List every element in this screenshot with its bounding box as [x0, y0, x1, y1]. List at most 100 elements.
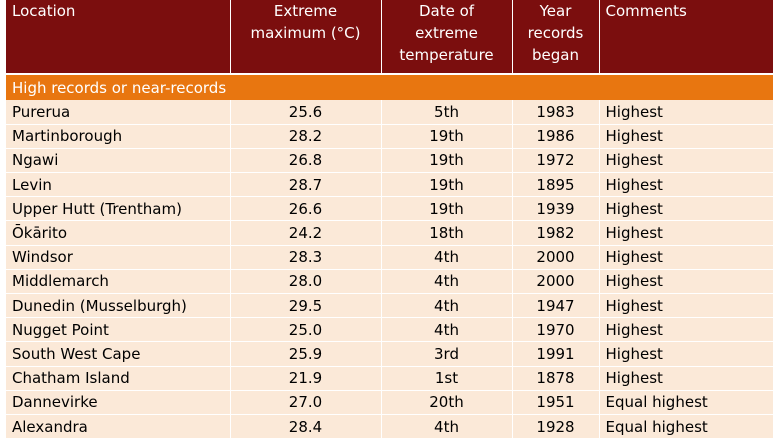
cell-year: 1878: [512, 366, 600, 391]
cell-location: Chatham Island: [6, 366, 231, 391]
header-year: Year records began: [512, 0, 600, 74]
cell-comment: Highest: [599, 148, 773, 174]
cell-year: 1982: [512, 220, 600, 246]
cell-year: 2000: [512, 245, 600, 270]
header-date-line: extreme: [415, 24, 478, 42]
cell-location: Alexandra: [6, 414, 231, 439]
cell-comment: Highest: [599, 220, 773, 246]
cell-year: 1895: [512, 172, 600, 198]
cell-date: 19th: [381, 124, 513, 149]
header-year-line: Year: [539, 2, 572, 20]
cell-date: 18th: [381, 220, 513, 246]
table-row: Nugget Point 25.0 4th 1970 Highest: [6, 317, 773, 343]
header-date-line: temperature: [399, 46, 494, 64]
cell-extreme-max: 27.0: [230, 390, 382, 415]
cell-extreme-max: 21.9: [230, 366, 382, 391]
cell-extreme-max: 24.2: [230, 220, 382, 246]
table-row: Martinborough 28.2 19th 1986 Highest: [6, 124, 773, 149]
cell-location: Nugget Point: [6, 317, 231, 343]
cell-date: 4th: [381, 293, 513, 319]
cell-comment: Highest: [599, 366, 773, 391]
cell-year: 1972: [512, 148, 600, 174]
cell-extreme-max: 25.6: [230, 100, 382, 125]
header-location: Location: [6, 0, 231, 74]
table-row: South West Cape 25.9 3rd 1991 Highest: [6, 341, 773, 367]
header-year-line: began: [532, 46, 579, 64]
cell-extreme-max: 28.2: [230, 124, 382, 149]
cell-comment: Highest: [599, 317, 773, 343]
cell-year: 1947: [512, 293, 600, 319]
cell-extreme-max: 29.5: [230, 293, 382, 319]
cell-date: 3rd: [381, 341, 513, 367]
cell-year: 1986: [512, 124, 600, 149]
cell-extreme-max: 25.0: [230, 317, 382, 343]
cell-year: 1991: [512, 341, 600, 367]
table-row: Purerua 25.6 5th 1983 Highest: [6, 100, 773, 125]
cell-date: 19th: [381, 148, 513, 174]
cell-location: Ngawi: [6, 148, 231, 174]
cell-year: 1939: [512, 196, 600, 222]
table-row: Ōkārito 24.2 18th 1982 Highest: [6, 220, 773, 246]
cell-comment: Equal highest: [599, 390, 773, 415]
header-max-line: Extreme: [273, 2, 338, 20]
cell-year: 1928: [512, 414, 600, 439]
cell-location: Dunedin (Musselburgh): [6, 293, 231, 319]
cell-comment: Highest: [599, 245, 773, 270]
cell-location: Martinborough: [6, 124, 231, 149]
cell-date: 19th: [381, 172, 513, 198]
cell-year: 1983: [512, 100, 600, 125]
table-row: Alexandra 28.4 4th 1928 Equal highest: [6, 414, 773, 439]
cell-location: Purerua: [6, 100, 231, 125]
cell-comment: Highest: [599, 100, 773, 125]
cell-date: 20th: [381, 390, 513, 415]
section-title: High records or near-records: [6, 73, 773, 100]
section-row: High records or near-records: [6, 73, 773, 100]
table-row: Chatham Island 21.9 1st 1878 Highest: [6, 366, 773, 391]
cell-date: 4th: [381, 269, 513, 295]
header-extreme-maximum: Extreme maximum (°C): [230, 0, 382, 74]
cell-extreme-max: 26.6: [230, 196, 382, 222]
cell-comment: Highest: [599, 269, 773, 295]
cell-location: Windsor: [6, 245, 231, 270]
cell-date: 5th: [381, 100, 513, 125]
table-row: Dunedin (Musselburgh) 29.5 4th 1947 Highest: [6, 293, 773, 319]
cell-comment: Equal highest: [599, 414, 773, 439]
cell-extreme-max: 28.7: [230, 172, 382, 198]
table-row: Dannevirke 27.0 20th 1951 Equal highest: [6, 390, 773, 415]
table-row: Windsor 28.3 4th 2000 Highest: [6, 245, 773, 270]
table-header-row: Location Extreme maximum (°C) Date of ex…: [6, 0, 773, 74]
cell-extreme-max: 26.8: [230, 148, 382, 174]
cell-year: 1951: [512, 390, 600, 415]
cell-comment: Highest: [599, 196, 773, 222]
records-table: Location Extreme maximum (°C) Date of ex…: [6, 0, 773, 439]
cell-year: 1970: [512, 317, 600, 343]
cell-location: Levin: [6, 172, 231, 198]
header-comments: Comments: [599, 0, 773, 74]
cell-date: 4th: [381, 414, 513, 439]
header-date-line: Date of: [418, 2, 475, 20]
table-row: Levin 28.7 19th 1895 Highest: [6, 172, 773, 198]
cell-extreme-max: 25.9: [230, 341, 382, 367]
cell-extreme-max: 28.4: [230, 414, 382, 439]
table-row: Ngawi 26.8 19th 1972 Highest: [6, 148, 773, 174]
cell-extreme-max: 28.0: [230, 269, 382, 295]
cell-comment: Highest: [599, 172, 773, 198]
cell-date: 19th: [381, 196, 513, 222]
cell-location: Ōkārito: [6, 220, 231, 246]
cell-year: 2000: [512, 269, 600, 295]
cell-comment: Highest: [599, 293, 773, 319]
cell-extreme-max: 28.3: [230, 245, 382, 270]
cell-date: 1st: [381, 366, 513, 391]
header-max-line: maximum (°C): [250, 24, 361, 42]
table-row: Middlemarch 28.0 4th 2000 Highest: [6, 269, 773, 295]
cell-location: Middlemarch: [6, 269, 231, 295]
cell-location: South West Cape: [6, 341, 231, 367]
cell-date: 4th: [381, 317, 513, 343]
table-row: Upper Hutt (Trentham) 26.6 19th 1939 Highest: [6, 196, 773, 222]
cell-comment: Highest: [599, 341, 773, 367]
header-year-line: records: [527, 24, 584, 42]
header-date: Date of extreme temperature: [381, 0, 513, 74]
cell-comment: Highest: [599, 124, 773, 149]
cell-location: Dannevirke: [6, 390, 231, 415]
cell-date: 4th: [381, 245, 513, 270]
